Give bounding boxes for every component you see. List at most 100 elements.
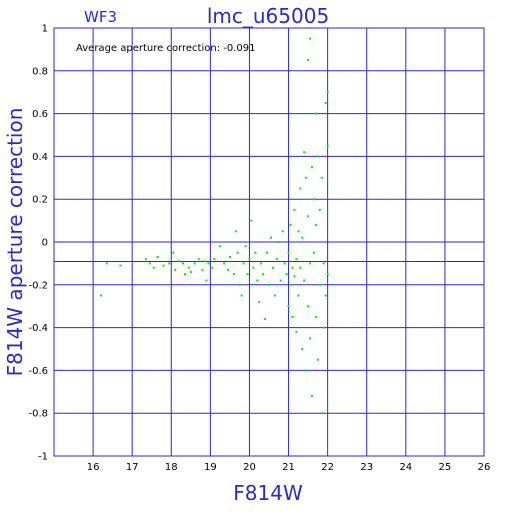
data-point (309, 37, 312, 40)
data-point (244, 245, 247, 248)
data-point (277, 241, 280, 243)
x-tick-label: 25 (439, 462, 452, 473)
x-tick-label: 16 (87, 462, 100, 473)
data-point (299, 266, 302, 269)
data-point (320, 176, 323, 179)
x-tick-label: 26 (478, 462, 491, 473)
data-point (322, 326, 325, 329)
data-point (232, 273, 235, 276)
data-point (287, 251, 290, 254)
data-point (283, 262, 286, 265)
y-axis-label: F814W aperture correction (3, 108, 27, 377)
data-point (178, 260, 181, 263)
data-point (279, 279, 282, 282)
data-point (226, 268, 229, 271)
data-point (152, 266, 155, 269)
data-point (262, 273, 265, 276)
data-point (316, 358, 319, 361)
data-point (295, 330, 298, 333)
corner-label: WF3 (84, 8, 117, 26)
x-tick-label: 23 (360, 462, 373, 473)
data-point (197, 258, 200, 261)
data-point (234, 230, 237, 233)
data-point (266, 251, 269, 254)
data-point (271, 266, 274, 269)
data-point (309, 337, 312, 340)
data-point (281, 230, 284, 233)
data-point (307, 305, 310, 308)
data-point (312, 198, 315, 201)
data-point (305, 176, 308, 179)
average-annotation: Average aperture correction: -0.091 (76, 43, 256, 54)
data-point (223, 262, 226, 265)
x-tick-label: 19 (204, 462, 217, 473)
x-tick-labels: 16 17 18 19 20 21 22 23 24 25 26 (87, 462, 491, 473)
data-point (256, 279, 259, 282)
data-point (203, 260, 206, 263)
data-point (303, 279, 306, 282)
data-point (193, 262, 196, 265)
data-point (260, 262, 263, 265)
data-point (289, 223, 292, 226)
y-tick-label: -0.6 (28, 366, 48, 377)
data-point (285, 273, 288, 276)
data-point (314, 112, 317, 115)
data-point (311, 395, 313, 398)
data-point (264, 318, 267, 321)
y-tick-label: 0.2 (32, 195, 48, 206)
data-point (293, 275, 296, 278)
x-tick-label: 22 (321, 462, 334, 473)
data-point (307, 215, 310, 218)
data-point (174, 268, 177, 271)
chart-title: lmc_u65005 (207, 4, 329, 28)
data-point (242, 262, 245, 265)
x-axis-label: F814W (233, 481, 303, 505)
data-point (156, 255, 159, 258)
x-tick-label: 21 (282, 462, 295, 473)
y-tick-label: 0.6 (32, 109, 48, 120)
data-point (297, 294, 300, 297)
data-point (268, 283, 270, 286)
y-tick-label: 0.4 (32, 152, 48, 163)
data-point (273, 294, 276, 297)
y-tick-label: 0 (42, 238, 48, 249)
data-point (303, 151, 306, 154)
data-point (318, 208, 321, 211)
data-point (301, 236, 304, 239)
data-point (311, 166, 313, 169)
y-tick-label: -0.8 (28, 409, 48, 420)
data-point (322, 262, 325, 265)
data-point (314, 315, 317, 318)
data-point (148, 262, 151, 265)
data-point (187, 266, 190, 269)
y-tick-label: 1 (42, 24, 48, 35)
data-point (312, 251, 315, 254)
data-point (316, 155, 319, 158)
data-point (183, 273, 186, 276)
data-point (182, 262, 184, 265)
data-point (172, 251, 175, 254)
data-point (293, 208, 296, 211)
data-point (228, 255, 231, 258)
data-point (258, 300, 261, 303)
data-point (205, 279, 208, 282)
data-point (318, 283, 321, 286)
data-point (254, 251, 257, 254)
data-point (219, 245, 222, 248)
data-point (291, 315, 294, 318)
data-point (324, 294, 327, 297)
data-point (105, 262, 108, 265)
data-point (213, 258, 216, 261)
y-tick-label: -1 (38, 452, 48, 463)
data-point (144, 258, 147, 261)
data-point (295, 258, 298, 261)
data-point (201, 268, 204, 271)
y-tick-labels: 1 0.8 0.6 0.4 0.2 0 -0.2 -0.4 -0.6 -0.8 -1 (28, 24, 48, 463)
data-point (269, 236, 272, 239)
data-point (168, 262, 171, 265)
data-point (99, 294, 102, 297)
x-tick-label: 20 (243, 462, 256, 473)
data-point (238, 283, 241, 286)
data-point (314, 223, 317, 226)
